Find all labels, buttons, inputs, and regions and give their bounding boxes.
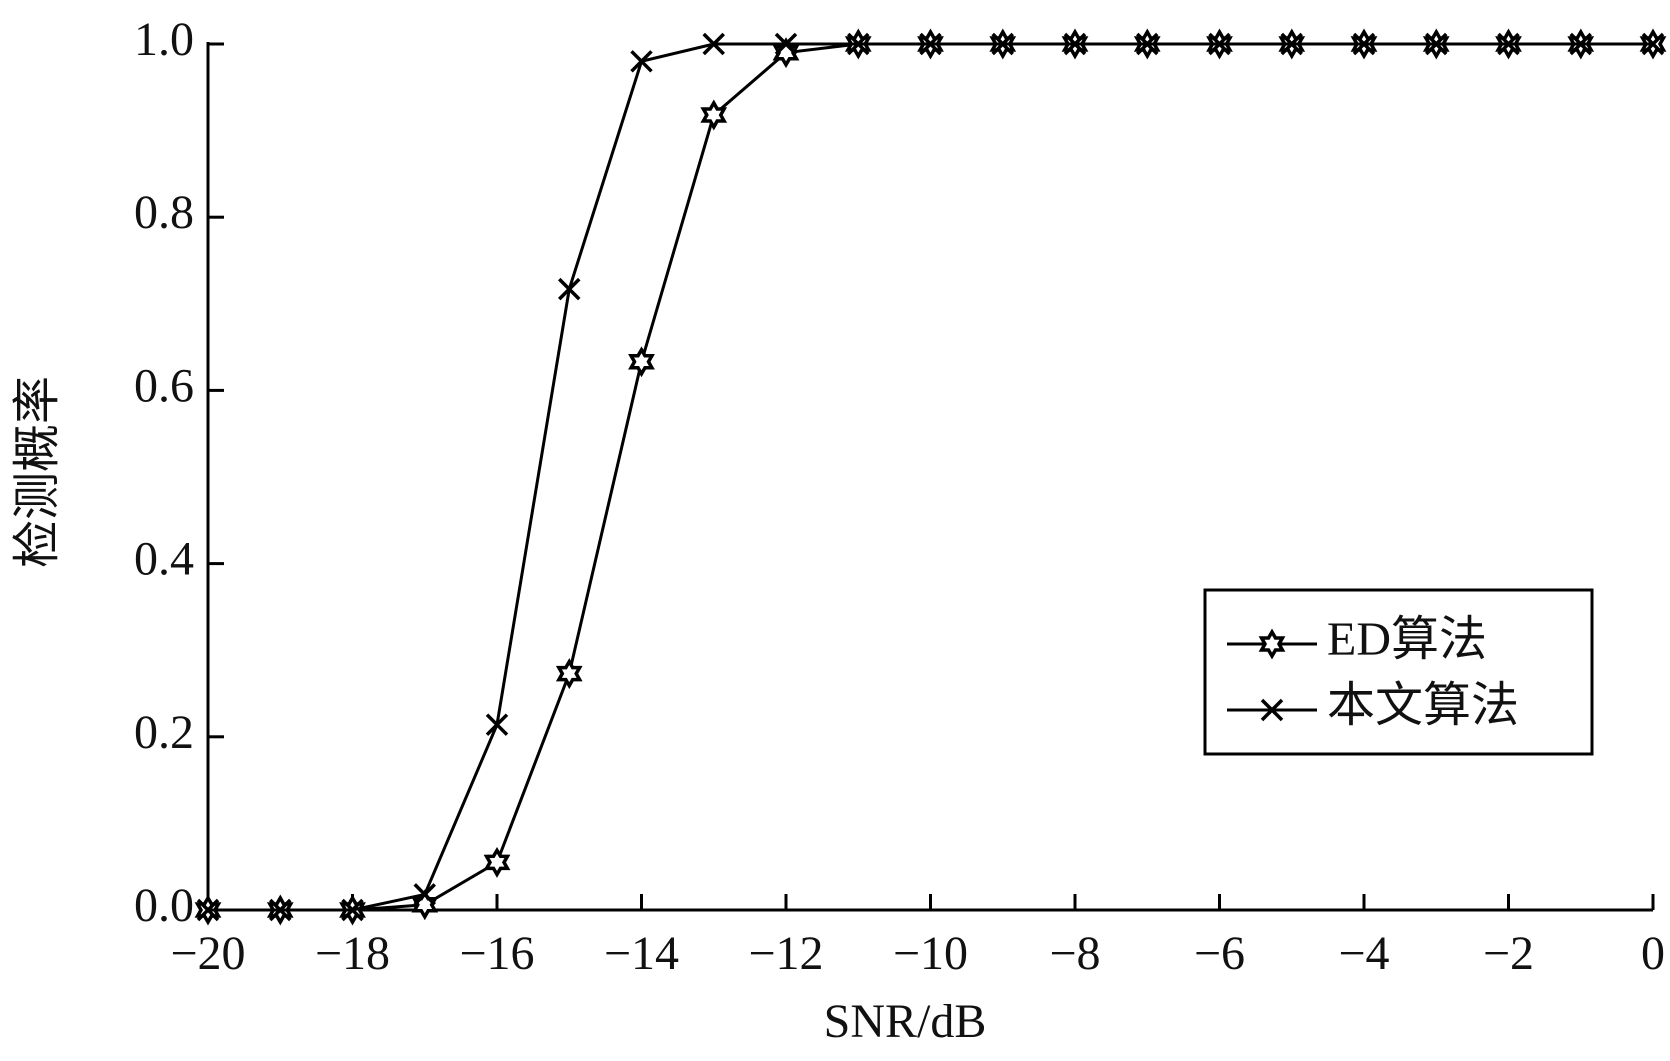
marker [269, 898, 292, 922]
y-tick-label: 0.2 [134, 706, 194, 759]
x-tick-label: −20 [170, 927, 245, 980]
x-tick-label: −18 [315, 927, 390, 980]
marker [1352, 32, 1376, 56]
marker [485, 713, 509, 736]
x-tick-label: −14 [604, 927, 679, 980]
marker [630, 50, 653, 73]
marker [919, 32, 942, 56]
legend-label: ED算法 [1327, 613, 1487, 666]
marker [772, 37, 800, 69]
marker [628, 346, 655, 378]
marker [1425, 32, 1448, 56]
marker [1208, 32, 1231, 56]
y-tick-label: 0.4 [134, 533, 194, 586]
series-line [208, 42, 1653, 912]
marker [700, 99, 728, 131]
marker [341, 898, 364, 922]
marker [1063, 32, 1087, 56]
marker [555, 658, 583, 690]
x-tick-label: 0 [1641, 927, 1665, 980]
y-axis-label: 检测概率 [11, 376, 64, 568]
marker [196, 898, 220, 922]
legend-marker [1260, 698, 1284, 722]
marker [1569, 32, 1592, 56]
marker [702, 32, 725, 56]
y-tick-label: 0.6 [134, 359, 194, 412]
y-tick-label: 0.0 [134, 879, 194, 932]
marker [991, 32, 1014, 56]
x-tick-label: −16 [459, 927, 534, 980]
legend-label: 本文算法 [1327, 679, 1519, 732]
marker [558, 277, 581, 301]
marker [413, 883, 436, 906]
legend-marker [1258, 628, 1286, 660]
x-tick-label: −6 [1194, 927, 1245, 980]
marker [847, 32, 870, 56]
y-tick-label: 1.0 [134, 13, 194, 66]
marker [1136, 32, 1159, 56]
marker [1497, 32, 1520, 56]
marker [1641, 32, 1665, 56]
x-tick-label: −10 [893, 927, 968, 980]
marker [774, 32, 798, 56]
legend-box [1203, 588, 1594, 756]
marker [1280, 32, 1303, 56]
x-tick-label: −12 [748, 927, 823, 980]
x-tick-label: −8 [1049, 927, 1100, 980]
series-line [208, 42, 1653, 912]
y-tick-label: 0.8 [134, 186, 194, 239]
x-axis-label: SNR/dB [824, 995, 987, 1048]
marker [483, 846, 511, 878]
x-tick-label: −2 [1483, 927, 1534, 980]
x-tick-label: −4 [1338, 927, 1389, 980]
